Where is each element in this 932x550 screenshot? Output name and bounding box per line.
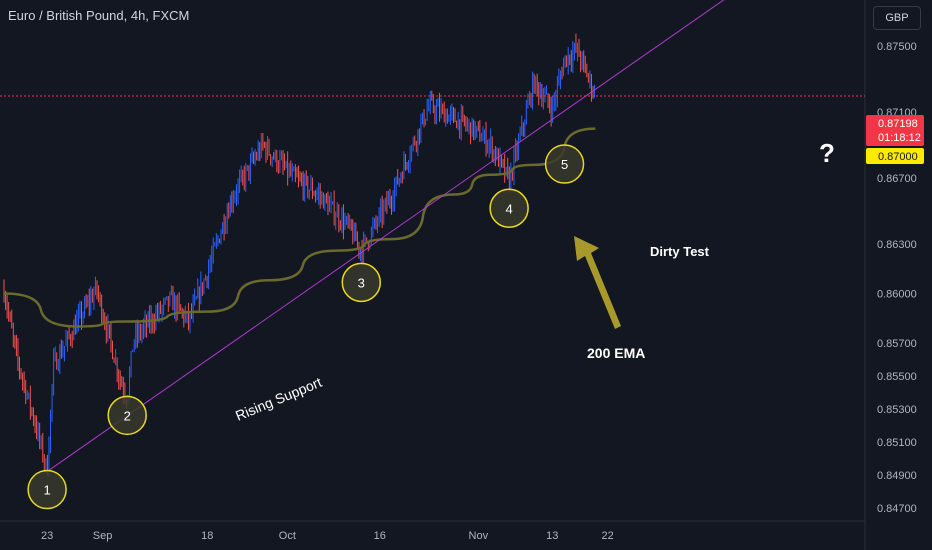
currency-selector-button[interactable]: GBP [873,6,921,30]
symbol-title[interactable]: Euro / British Pound, 4h, FXCM [8,8,190,23]
price-axis-tick: 0.84700 [877,503,917,515]
time-axis-tick: Nov [469,530,489,542]
price-axis-tick: 0.85700 [877,338,917,350]
touch-circle [107,395,147,436]
touch-number: 1 [44,483,51,498]
price-axis-tick: 0.86700 [877,173,917,185]
price-axis-tick: 0.85500 [877,371,917,383]
last-price-value: 0.87198 [878,118,918,130]
price-axis-tick: 0.85100 [877,437,917,449]
ema-pointer-arrow [574,236,621,329]
touch-circle [341,262,382,303]
ema-200-line [3,127,596,328]
time-axis-tick: 16 [374,530,386,542]
touch-points: 1 2 3 4 5 [27,144,585,510]
candlestick-series [3,33,596,477]
touch-circle [489,188,529,229]
question-mark-label: ? [819,138,835,168]
touch-number: 5 [561,157,568,172]
touch-point-1: 1 [27,469,67,510]
touch-point-4: 4 [489,188,529,229]
price-axis[interactable]: 0.875000.871000.867000.863000.860000.857… [877,41,917,515]
touch-circle [27,469,67,510]
bar-countdown: 01:18:12 [878,132,921,144]
time-axis-tick: 23 [41,530,53,542]
touch-number: 3 [358,275,365,290]
touch-point-3: 3 [341,262,382,303]
rising-support-line [46,0,725,472]
last-price-tag: 0.87198 01:18:12 [866,115,924,146]
price-axis-tick: 0.84900 [877,470,917,482]
ema-200-label: 200 EMA [587,345,645,361]
time-axis-tick: Oct [279,530,296,542]
ema-price-tag: 0.87000 [866,148,924,164]
touch-number: 2 [124,408,131,423]
price-axis-tick: 0.85300 [877,404,917,416]
touch-point-5: 5 [544,144,585,184]
touch-circle [544,144,585,184]
touch-point-2: 2 [107,395,147,436]
dirty-test-label: Dirty Test [650,244,710,259]
time-axis-tick: Sep [93,530,113,542]
time-axis[interactable]: 23 Sep 18 Oct 16 Nov 13 22 [41,530,614,542]
touch-number: 4 [506,201,513,216]
time-axis-tick: 18 [201,530,213,542]
ema-tag-value: 0.87000 [878,151,918,163]
price-axis-tick: 0.86300 [877,239,917,251]
time-axis-tick: 22 [602,530,614,542]
time-axis-tick: 13 [546,530,558,542]
price-axis-tick: 0.87500 [877,41,917,53]
price-axis-tick: 0.86000 [877,288,917,300]
